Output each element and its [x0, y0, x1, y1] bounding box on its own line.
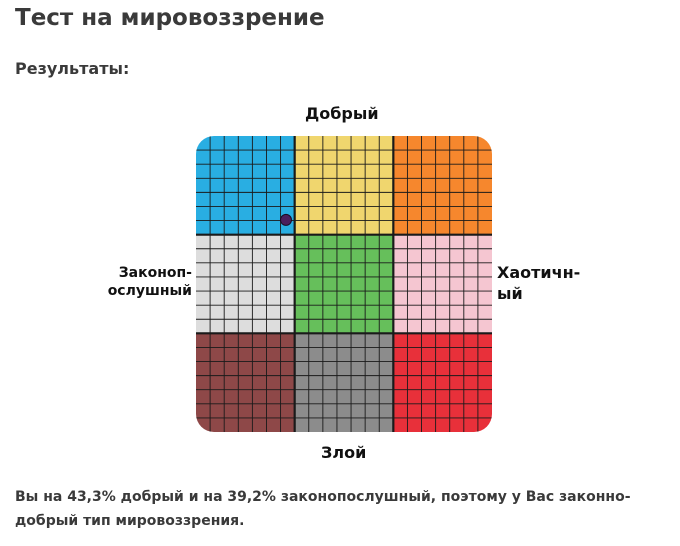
axis-label-lawful: Законоп- ослушный	[100, 264, 192, 300]
cell-lawful-evil	[196, 333, 296, 432]
alignment-grid-svg	[196, 136, 492, 432]
cell-neutral-good	[294, 136, 394, 236]
cell-chaotic-good	[393, 136, 492, 236]
axis-label-evil: Злой	[321, 443, 367, 462]
axis-label-lawful-line1: Законоп-	[118, 265, 192, 281]
axis-label-chaotic-line2: ый	[497, 284, 523, 303]
alignment-grid	[196, 136, 492, 432]
results-heading: Результаты:	[15, 59, 130, 78]
cell-chaotic-evil	[393, 333, 492, 432]
axis-label-lawful-line2: ослушный	[107, 283, 192, 299]
cell-lawful-good	[196, 136, 296, 236]
cell-chaotic-neutral	[393, 234, 492, 334]
cell-lawful-neutral	[196, 234, 296, 334]
cell-neutral-evil	[294, 333, 394, 432]
axis-label-good: Добрый	[305, 104, 379, 123]
cell-true-neutral	[294, 234, 394, 334]
axis-label-chaotic-line1: Хаотичн-	[497, 263, 581, 282]
axis-label-chaotic: Хаотичн- ый	[497, 262, 597, 304]
page-title: Тест на мировоззрение	[15, 5, 325, 31]
position-marker	[279, 213, 292, 226]
result-text: Вы на 43,3% добрый и на 39,2% законопосл…	[15, 489, 631, 529]
